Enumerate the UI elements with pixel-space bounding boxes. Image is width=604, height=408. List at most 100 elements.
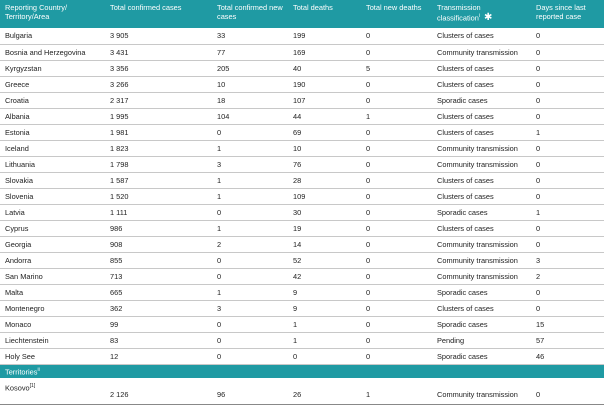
value-cell: 0 — [531, 300, 604, 317]
value-cell: 107 — [288, 92, 361, 109]
value-cell: 0 — [212, 332, 288, 349]
country-cell: Latvia — [0, 204, 105, 221]
value-cell: 0 — [531, 76, 604, 93]
value-cell: 1 981 — [105, 124, 212, 141]
value-cell: 665 — [105, 284, 212, 301]
value-cell: 46 — [531, 348, 604, 365]
value-cell: 0 — [531, 188, 604, 205]
value-cell: 10 — [288, 140, 361, 157]
value-cell: 0 — [361, 124, 432, 141]
value-cell: 0 — [361, 44, 432, 61]
value-cell: 3 431 — [105, 44, 212, 61]
value-cell: 0 — [361, 284, 432, 301]
country-cell: Croatia — [0, 92, 105, 109]
footnote-marker: ii — [37, 366, 40, 373]
value-cell: 109 — [288, 188, 361, 205]
value-cell: 3 — [212, 300, 288, 317]
value-cell: 0 — [531, 44, 604, 61]
header-cell: Total confirmed new cases — [212, 0, 288, 28]
header-text: Total confirmed cases — [110, 3, 182, 12]
value-cell: 99 — [105, 316, 212, 333]
table-row: Estonia 1 981 0 69 0 Clusters of cases 1 — [0, 124, 604, 141]
country-cell: Bosnia and Herzegovina — [0, 44, 105, 61]
value-cell: 0 — [212, 124, 288, 141]
value-cell: 1 823 — [105, 140, 212, 157]
table-row: Georgia 908 2 14 0 Community transmission 0 — [0, 236, 604, 253]
value-cell: 1 — [288, 316, 361, 333]
value-cell: Sporadic cases — [432, 316, 531, 333]
value-cell: 169 — [288, 44, 361, 61]
value-cell: 0 — [361, 348, 432, 365]
value-cell: 0 — [531, 220, 604, 237]
value-cell: 1 — [212, 172, 288, 189]
value-cell: 0 — [212, 348, 288, 365]
header-text: Days since last reported case — [536, 3, 586, 21]
value-cell: 0 — [361, 28, 432, 45]
header-row: Reporting Country/ Territory/Area Total c… — [0, 0, 604, 28]
table-row: Latvia 1 111 0 30 0 Sporadic cases 1 — [0, 204, 604, 221]
country-cell: Greece — [0, 76, 105, 93]
value-cell: 1 — [212, 220, 288, 237]
value-cell: 205 — [212, 60, 288, 77]
table-row: Monaco 99 0 1 0 Sporadic cases 15 — [0, 316, 604, 333]
table-row: Greece 3 266 10 190 0 Clusters of cases 0 — [0, 76, 604, 93]
value-cell: 0 — [361, 156, 432, 173]
value-cell: Community transmission — [432, 156, 531, 173]
value-cell: 0 — [531, 172, 604, 189]
value-cell: 77 — [212, 44, 288, 61]
country-cell: Estonia — [0, 124, 105, 141]
value-cell: Community transmission — [432, 140, 531, 157]
table-row: Montenegro 362 3 9 0 Clusters of cases 0 — [0, 300, 604, 317]
country-cell: Monaco — [0, 316, 105, 333]
table-row: Cyprus 986 1 19 0 Clusters of cases 0 — [0, 220, 604, 237]
country-cell: Montenegro — [0, 300, 105, 317]
value-cell: 0 — [361, 236, 432, 253]
territory-row: Kosovo[1] 2 126 96 26 1 Community transmissio… — [0, 378, 604, 405]
country-cell: Liechtenstein — [0, 332, 105, 349]
table-row: Kyrgyzstan 3 356 205 40 5 Clusters of cases 0 — [0, 60, 604, 77]
value-cell: Clusters of cases — [432, 220, 531, 237]
value-cell: 69 — [288, 124, 361, 141]
value-cell: 2 — [531, 268, 604, 285]
value-cell: 3 — [212, 156, 288, 173]
value-cell: 199 — [288, 28, 361, 45]
value-cell: 0 — [361, 252, 432, 269]
value-cell: 30 — [288, 204, 361, 221]
value-cell: 1 — [531, 124, 604, 141]
value-cell: 362 — [105, 300, 212, 317]
value-cell: 0 — [361, 140, 432, 157]
header-cell: Reporting Country/ Territory/Area — [0, 0, 105, 28]
country-cell: San Marino — [0, 268, 105, 285]
table-row: Holy See 12 0 0 0 Sporadic cases 46 — [0, 348, 604, 365]
value-cell: 0 — [361, 188, 432, 205]
value-cell: 1 — [288, 332, 361, 349]
value-cell: Clusters of cases — [432, 108, 531, 125]
header-text: Total new deaths — [366, 3, 422, 12]
value-cell: 83 — [105, 332, 212, 349]
value-cell: 42 — [288, 268, 361, 285]
value-cell: Clusters of cases — [432, 60, 531, 77]
header-text: Total confirmed new cases — [217, 3, 283, 21]
country-cell: Albania — [0, 108, 105, 125]
value-cell: 0 — [531, 92, 604, 109]
value-cell: 12 — [105, 348, 212, 365]
value-cell: 855 — [105, 252, 212, 269]
value-cell: 104 — [212, 108, 288, 125]
value-cell: 2 126 — [105, 378, 212, 405]
value-cell: 1 — [212, 284, 288, 301]
value-cell: 1 — [361, 378, 432, 405]
value-cell: 1 111 — [105, 204, 212, 221]
table-row: Slovenia 1 520 1 109 0 Clusters of cases 0 — [0, 188, 604, 205]
value-cell: 44 — [288, 108, 361, 125]
value-cell: 0 — [361, 268, 432, 285]
value-cell: 0 — [361, 92, 432, 109]
value-cell: Community transmission — [432, 44, 531, 61]
header-cell: Total deaths — [288, 0, 361, 28]
value-cell: 96 — [212, 378, 288, 405]
table-row: Bulgaria 3 905 33 199 0 Clusters of cases 0 — [0, 28, 604, 45]
value-cell: 0 — [212, 252, 288, 269]
value-cell: 0 — [531, 236, 604, 253]
value-cell: Community transmission — [432, 378, 531, 405]
